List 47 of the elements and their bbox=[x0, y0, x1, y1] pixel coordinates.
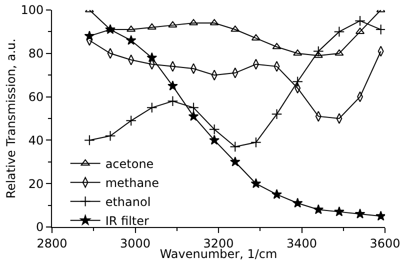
point bbox=[230, 156, 240, 166]
y-tick-label: 0 bbox=[36, 220, 44, 234]
point bbox=[376, 210, 385, 221]
y-tick-label: 20 bbox=[28, 176, 44, 191]
legend-label: acetone bbox=[105, 157, 154, 172]
point bbox=[126, 115, 136, 126]
point bbox=[313, 46, 324, 57]
point bbox=[334, 206, 344, 216]
point bbox=[208, 124, 220, 135]
point bbox=[334, 26, 345, 38]
x-tick-label: 3400 bbox=[286, 236, 318, 250]
point bbox=[334, 49, 344, 56]
point bbox=[292, 198, 303, 208]
point bbox=[375, 24, 385, 35]
x-tick-label: 3000 bbox=[120, 236, 151, 250]
y-tick-label: 60 bbox=[28, 90, 44, 104]
point bbox=[250, 178, 262, 188]
x-tick-label: 2800 bbox=[36, 236, 68, 250]
legend-label: ethanol bbox=[105, 195, 151, 210]
y-tick-label: 40 bbox=[28, 133, 44, 148]
point bbox=[126, 34, 136, 45]
point bbox=[167, 96, 178, 107]
point bbox=[272, 42, 282, 50]
y-tick-label: 100 bbox=[20, 3, 44, 18]
point bbox=[313, 204, 324, 214]
y-axis-title: Relative Transmission, a.u. bbox=[4, 38, 18, 198]
point bbox=[188, 102, 199, 114]
legend-label: methane bbox=[105, 176, 160, 190]
point bbox=[292, 76, 303, 88]
point bbox=[168, 80, 178, 90]
point bbox=[188, 110, 199, 121]
y-tick-label: 80 bbox=[28, 46, 44, 61]
legend-label: IR filter bbox=[105, 214, 149, 228]
point bbox=[293, 49, 302, 56]
point bbox=[146, 102, 158, 114]
point bbox=[104, 130, 116, 142]
point bbox=[146, 52, 158, 62]
point bbox=[84, 134, 95, 146]
point bbox=[147, 23, 156, 30]
point bbox=[230, 141, 241, 152]
point bbox=[209, 134, 220, 145]
point bbox=[354, 15, 366, 26]
point bbox=[354, 208, 366, 218]
x-tick-label: 3600 bbox=[370, 236, 400, 250]
point bbox=[272, 189, 282, 199]
point bbox=[271, 108, 282, 120]
point bbox=[250, 136, 262, 148]
